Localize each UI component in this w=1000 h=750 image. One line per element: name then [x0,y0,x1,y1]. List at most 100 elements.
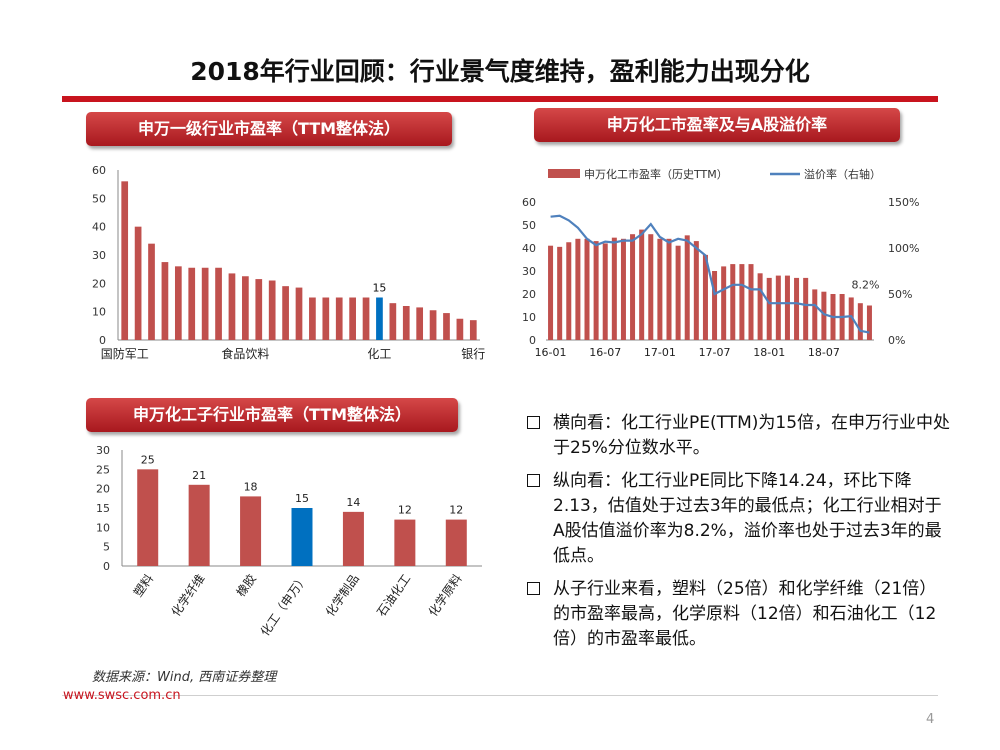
legend-label: 溢价率（右轴） [804,167,881,181]
bar-value-label: 25 [141,453,155,466]
bar-value-label: 12 [398,504,412,517]
list-item: 横向看：化工行业PE(TTM)为15倍，在申万行业中处于25%分位数水平。 [523,411,953,461]
bar [693,241,699,340]
sub-industry-pe-chart: 0 5 10 15 20 25 30 25 塑料 21 化学纤维 18 橡胶 15 化工（申万） 14 化学制品… [96,444,482,639]
bar [666,238,672,340]
bar [349,297,356,340]
bar [602,243,608,340]
bar [240,496,262,566]
bar [730,264,736,340]
end-value-label: 8.2% [851,279,879,292]
bar [675,245,681,340]
panel-title-industry-pe: 申万一级行业市盈率（TTM整体法） [86,112,452,146]
bullet-text: 从子行业来看，塑料（25倍）和化学纤维（21倍）的市盈率最高，化学原料（12倍）… [553,579,937,649]
bar-value-label: 15 [372,282,386,295]
x-tick-label: 食品饮料 [221,346,269,361]
bar [137,469,159,566]
bar [684,235,690,340]
industry-pe-chart: 0 10 20 30 40 50 60 15 国防军工 食品饮料 化工 银行 [92,164,485,361]
y2-tick-label: 150% [888,196,919,209]
bar [188,484,210,566]
highlight-bar [376,297,383,340]
y-tick-label: 5 [103,541,110,554]
y-tick-label: 25 [96,463,110,476]
website-link[interactable]: www.swsc.com.cn [63,688,181,703]
bar [268,280,276,340]
bar [611,237,617,340]
bar-value-label: 15 [295,492,309,505]
bar [794,277,800,340]
y-tick-label: 10 [522,311,536,324]
bar [557,246,563,340]
x-tick-label: 银行 [461,347,485,361]
bar [657,238,663,340]
x-tick-label: 化学制品 [322,571,362,619]
bar [456,318,464,340]
bar [174,266,182,340]
bar [148,243,155,340]
page-title: 2018年行业回顾：行业景气度维持，盈利能力出现分化 [190,57,810,86]
bar [848,297,854,340]
panel-title-chem-pe-premium: 申万化工市盈率及与A股溢价率 [534,108,900,142]
bar [402,306,410,340]
bullet-text: 横向看：化工行业PE(TTM)为15倍，在申万行业中处于25%分位数水平。 [553,413,951,458]
highlight-bar [291,508,313,566]
checkbox-bullet-icon [527,474,540,487]
bar [443,313,450,340]
y-tick-label: 0 [99,334,106,347]
y-tick-label: 30 [92,249,106,262]
bar [857,303,863,340]
bar-value-label: 18 [244,480,258,493]
page-number: 4 [926,712,935,727]
bar [648,234,654,340]
checkbox-bullet-icon [527,416,540,429]
y-tick-label: 40 [92,221,106,234]
bar [282,286,289,340]
y-tick-label: 40 [522,242,536,255]
y-tick-label: 30 [96,444,110,457]
bar [593,241,599,340]
y-tick-label: 10 [96,521,110,534]
bar [335,297,343,340]
checkbox-bullet-icon [527,582,540,595]
bar [620,238,626,340]
footer-divider [62,695,938,696]
y-tick-label: 0 [103,560,110,573]
y-tick-label: 20 [96,483,110,496]
list-item: 从子行业来看，塑料（25倍）和化学纤维（21倍）的市盈率最高，化学原料（12倍）… [523,577,953,652]
bar [757,273,763,340]
bullet-text: 纵向看：化工行业PE同比下降14.24，环比下降2.13，估值处于过去3年的最低… [553,471,942,566]
bar [134,226,142,340]
y-tick-label: 50 [92,192,106,205]
x-tick-label: 16-01 [535,346,567,359]
bar [416,307,424,340]
bar [228,273,236,340]
bar [342,511,364,566]
bar [866,305,872,340]
bar [812,289,818,340]
legend-swatch-bar [548,169,580,178]
bar [639,229,645,340]
bar [548,245,554,340]
bar [161,262,169,340]
bar [712,271,718,340]
bar [566,242,572,340]
bar [309,297,316,340]
bar [721,266,727,340]
bar [803,277,809,340]
bar [255,279,263,340]
bar [121,181,129,340]
y2-tick-label: 50% [888,288,912,301]
x-tick-label: 橡胶 [233,571,259,599]
x-tick-label: 化工（申万） [258,572,311,639]
chem-pe-premium-chart: 申万化工市盈率（历史TTM） 溢价率（右轴） 0 10 20 30 40 50 60 0% 50% 1… [522,167,919,359]
bar [295,287,303,340]
y-tick-label: 60 [92,164,106,177]
x-tick-label: 16-07 [589,346,621,359]
bar [394,519,416,566]
bar [429,310,437,340]
bar [702,254,708,340]
bar [215,267,222,340]
panel-title-sub-industry-pe: 申万化工子行业市盈率（TTM整体法） [86,398,458,432]
bar [362,297,370,340]
